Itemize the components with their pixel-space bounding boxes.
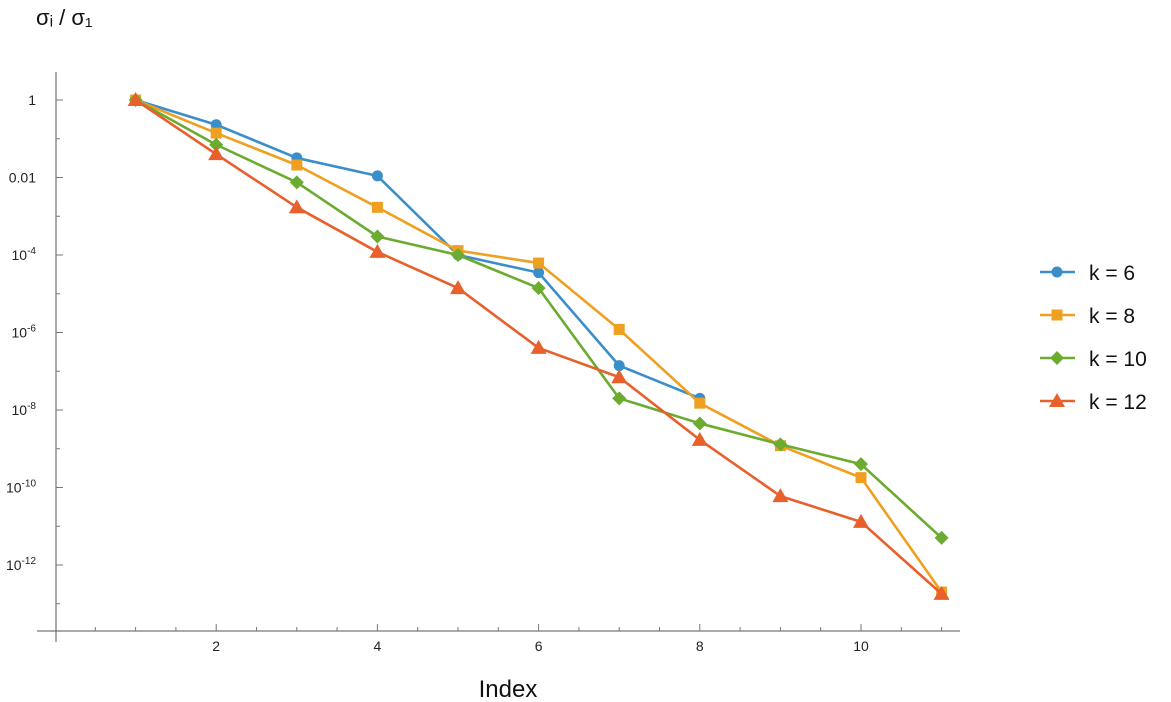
axes: 2 4 6 8 10 1 0.01 10-4 10-6 10-8 10-10 10-12 xyxy=(6,72,960,654)
data-point xyxy=(855,472,867,484)
data-point xyxy=(934,530,949,545)
legend-marker xyxy=(1051,309,1063,321)
data-point xyxy=(533,257,545,269)
data-point xyxy=(369,243,386,258)
data-point xyxy=(288,199,305,214)
legend-label: k = 12 xyxy=(1089,391,1147,414)
data-point xyxy=(694,397,706,409)
data-point xyxy=(772,488,789,503)
legend: k = 6 k = 8 k = 10 k = 12 xyxy=(1040,262,1147,414)
legend-marker xyxy=(1050,351,1064,365)
series-line xyxy=(134,98,943,539)
data-point xyxy=(208,146,225,161)
y-tick-label: 10-12 xyxy=(6,556,36,573)
y-tick-label: 10-6 xyxy=(12,324,37,341)
data-point xyxy=(371,201,383,213)
data-point xyxy=(451,248,465,262)
data-point xyxy=(853,513,869,528)
data-point xyxy=(692,416,707,431)
data-point xyxy=(533,267,545,279)
x-tick-label: 10 xyxy=(853,638,869,654)
legend-marker xyxy=(1051,266,1063,278)
legend-item: k = 12 xyxy=(1040,391,1147,414)
data-point xyxy=(291,159,303,171)
series-4 xyxy=(127,92,950,600)
data-point xyxy=(691,431,708,446)
data-point xyxy=(371,170,383,182)
series-layer xyxy=(127,92,950,600)
legend-item: k = 8 xyxy=(1040,305,1135,328)
data-point xyxy=(289,175,304,190)
data-point xyxy=(854,457,868,472)
data-point xyxy=(613,323,625,335)
y-tick-label: 10-8 xyxy=(12,401,37,418)
legend-item: k = 6 xyxy=(1040,262,1135,285)
data-point xyxy=(531,281,546,296)
data-point xyxy=(450,280,466,295)
data-point xyxy=(612,391,627,406)
legend-label: k = 10 xyxy=(1089,348,1147,371)
data-point xyxy=(613,360,625,372)
y-tick-label: 10-4 xyxy=(12,246,37,263)
y-axis-title: σᵢ / σ₁ xyxy=(36,5,92,30)
y-axis-label: σᵢ / σ₁ xyxy=(36,5,92,30)
x-tick-label: 4 xyxy=(374,638,382,654)
series-3 xyxy=(128,93,949,545)
data-point xyxy=(127,92,144,106)
series-line xyxy=(135,98,701,400)
data-point xyxy=(933,585,950,600)
x-tick-label: 6 xyxy=(535,638,543,654)
legend-marker xyxy=(1049,393,1065,407)
data-point xyxy=(611,369,628,384)
legend-label: k = 8 xyxy=(1089,305,1135,328)
x-tick-label: 2 xyxy=(212,638,220,654)
legend-item: k = 10 xyxy=(1040,348,1147,371)
data-point xyxy=(370,229,385,244)
data-point xyxy=(209,137,224,152)
x-tick-label: 8 xyxy=(696,638,704,654)
data-point xyxy=(210,119,222,131)
y-tick-label: 0.01 xyxy=(9,170,36,186)
data-point xyxy=(210,127,222,139)
data-point xyxy=(530,339,547,354)
y-tick-label: 1 xyxy=(28,92,36,108)
data-point xyxy=(773,437,788,452)
legend-label: k = 6 xyxy=(1089,262,1135,285)
x-axis-label: Index xyxy=(479,676,538,702)
y-tick-label: 10-10 xyxy=(6,479,36,496)
